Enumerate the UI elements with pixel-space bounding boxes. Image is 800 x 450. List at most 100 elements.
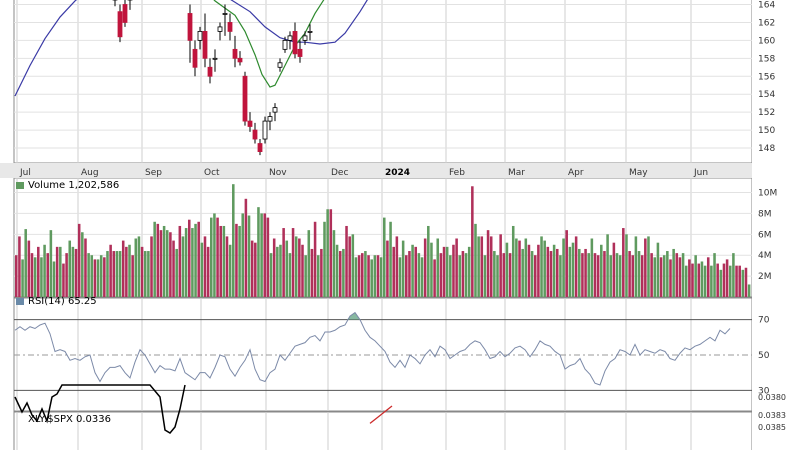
y-tick-label: 70 [758,316,770,326]
volume-bar [206,246,210,297]
volume-bar [348,236,351,297]
volume-bar [370,259,373,297]
volume-bar [606,234,609,297]
volume-bar [408,251,411,297]
volume-bar [581,253,584,297]
candle-body [237,57,243,63]
volume-bar [508,253,512,297]
volume-bar [662,255,666,297]
volume-bar [744,267,748,297]
volume-bar [530,251,534,297]
volume-bar [546,246,550,297]
volume-bar [609,255,613,297]
volume-bar [747,284,751,297]
volume-bar [143,251,147,297]
volume-bar [184,228,188,297]
volume-bar [115,251,119,297]
volume-bar [445,246,449,297]
volume-bar [37,246,40,297]
volume-bar [417,253,421,297]
volume-bar [562,238,565,297]
volume-bar [147,251,150,297]
volume-bar [628,251,631,297]
volume-bar [232,184,235,297]
candle-body [262,120,268,140]
volume-bar [524,238,528,297]
volume-bar [238,225,241,297]
volume-bar [33,257,37,297]
volume-bar [521,248,524,297]
volume-bar [405,255,408,297]
volume-bar [187,219,191,297]
volume-bar [467,246,471,297]
volume-bar [279,244,282,297]
y-tick-label: 6M [758,230,772,240]
volume-bar [153,221,156,297]
volume-bar [27,240,31,297]
volume-bar [272,238,276,297]
volume-label: Volume 1,202,586 [28,180,119,191]
volume-bar [493,251,496,297]
x-tick-label: Dec [331,168,348,178]
volume-bar [565,230,568,297]
volume-bar [653,257,657,297]
volume-bar [735,265,738,297]
volume-bar [383,217,386,297]
volume-bar [125,246,128,297]
volume-bar [392,246,395,297]
volume-bar [74,248,78,297]
volume-bar [307,230,311,297]
x-tick-label: Oct [204,168,220,178]
volume-bar [197,221,200,297]
volume-bar [40,257,43,297]
candle-body [307,31,313,33]
relative-strength-line [14,384,186,434]
candle-body [302,35,308,41]
volume-bar [527,244,531,297]
volume-bar [420,257,424,297]
volume-bar [128,244,131,297]
volume-bar [719,269,723,297]
rsi-label: RSI(14) 65.25 [28,296,97,307]
volume-bar [700,261,704,297]
volume-bar [716,263,719,297]
candle-body [232,48,238,59]
relative-strength-label: XLY:$SPX 0.0336 [28,414,111,425]
volume-bar [159,230,163,297]
y-tick-label: 158 [758,54,775,64]
volume-bar [329,209,333,297]
x-tick-label: Jul [19,168,31,178]
volume-bar [254,242,257,297]
volume-bar [502,253,506,297]
volume-bar [93,259,97,297]
volume-bar [298,238,301,297]
volume-bar [121,240,125,297]
price-panel-frame [13,0,753,164]
volume-bar [568,246,572,297]
candle-body [187,13,193,41]
volume-bar [389,221,392,297]
volume-bar [669,259,672,297]
candle-body [287,35,293,41]
candle-body [272,107,278,113]
volume-bar [162,225,166,297]
volume-bar [593,253,597,297]
candle-body [197,31,203,41]
volume-bar [587,253,590,297]
y-tick-label: 152 [758,108,775,118]
volume-bar [596,255,600,297]
volume-bar [684,265,688,297]
volume-bar [458,255,462,297]
volume-bar [24,229,27,297]
candle-body [122,4,128,23]
volume-bar [480,236,484,297]
y-tick-label: 0.0380 [758,393,786,402]
volume-bar [549,251,553,297]
candle-body [222,13,228,15]
volume-bar [376,255,380,297]
volume-bar [332,230,336,297]
volume-bar [725,259,729,297]
candle-body [212,57,218,60]
volume-bar [644,238,647,297]
